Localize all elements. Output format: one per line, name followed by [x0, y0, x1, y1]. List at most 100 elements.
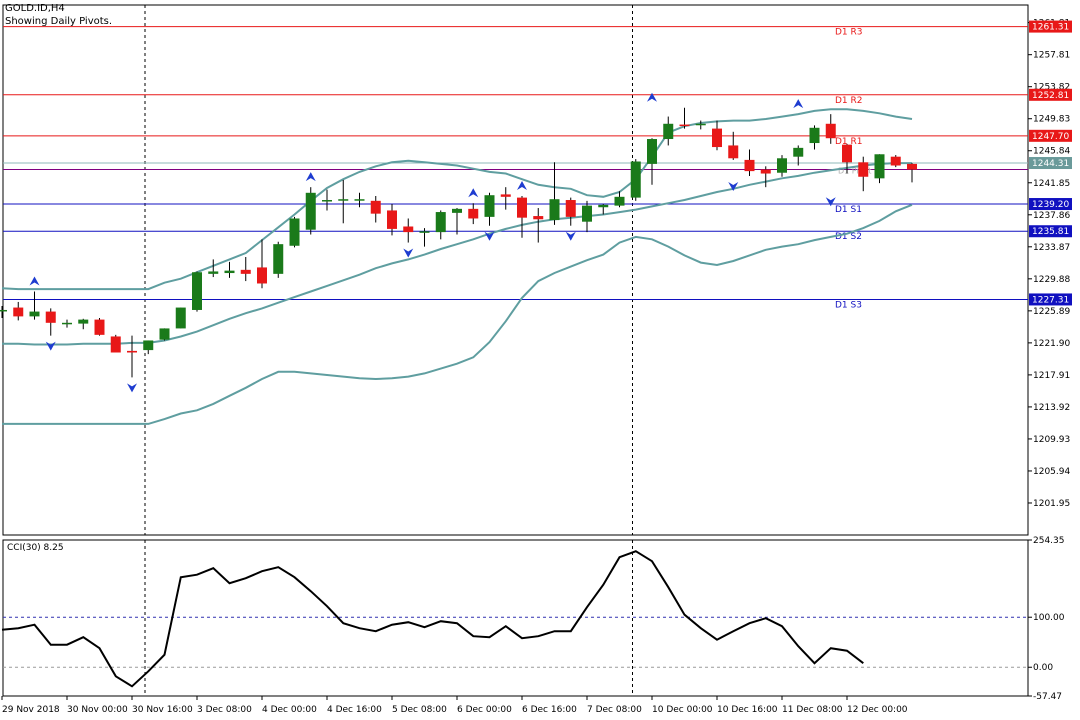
y-tick-label: 1213.92: [1033, 403, 1070, 413]
x-tick-label: 7 Dec 08:00: [587, 705, 642, 715]
price-tag: [1029, 88, 1072, 101]
candle-body: [192, 272, 202, 310]
x-tick-label: 11 Dec 08:00: [782, 705, 843, 715]
candle-body: [663, 123, 674, 140]
candle-body: [695, 123, 706, 126]
x-tick-label: 6 Dec 00:00: [457, 705, 512, 715]
candle-body: [728, 145, 739, 159]
fractal-up-arrow: [647, 92, 657, 102]
candle-body: [825, 123, 836, 139]
candle-body: [338, 199, 349, 201]
candle-body: [435, 212, 446, 233]
candle-body: [484, 195, 495, 217]
y-tick-label: 1201.95: [1033, 499, 1070, 509]
price-tag: [1029, 293, 1072, 306]
candle-body: [907, 163, 917, 170]
price-tag-label: 1239.20: [1032, 200, 1069, 210]
fractal-up-arrow: [793, 99, 804, 109]
cci-panel-frame: [2, 539, 1029, 697]
pivot-label: D1 Pivot: [838, 167, 871, 176]
candle-body: [240, 269, 251, 274]
cci-y-tick-label: -57.47: [1033, 692, 1062, 702]
candle-body: [127, 350, 137, 353]
fractal-down-arrow: [127, 383, 137, 393]
candle-body: [452, 208, 462, 213]
candle-body: [777, 158, 787, 173]
y-tick-label: 1229.88: [1033, 275, 1070, 285]
candle-body: [582, 205, 592, 222]
candle-body: [45, 311, 56, 323]
fractal-down-arrow: [825, 197, 836, 207]
candle-body: [533, 216, 544, 220]
candle-body: [273, 244, 284, 274]
y-tick-label: 1225.89: [1033, 307, 1070, 317]
x-tick-label: 29 Nov 2018: [2, 705, 60, 715]
candle-body: [110, 336, 121, 353]
candle-body: [257, 267, 267, 284]
pivot-label: D1 R3: [835, 28, 863, 38]
x-tick-label: 3 Dec 08:00: [197, 705, 252, 715]
y-tick-label: 1217.91: [1033, 371, 1070, 381]
candle-body: [143, 340, 154, 351]
fractal-down-arrow: [45, 341, 56, 351]
candle-body: [468, 208, 479, 219]
y-tick-label: 1245.84: [1033, 147, 1070, 157]
candle-body: [29, 311, 40, 317]
y-tick-label: 1205.94: [1033, 467, 1070, 477]
cci-y-tick-label: 0.00: [1033, 663, 1053, 673]
y-tick-label: 1233.87: [1033, 243, 1070, 253]
candle-body: [890, 156, 901, 166]
candle-body: [809, 127, 820, 144]
y-tick-label: 1241.85: [1033, 179, 1070, 189]
x-tick-label: 10 Dec 16:00: [717, 705, 778, 715]
bollinger-upper-line: [1, 108, 913, 291]
candle-body: [305, 192, 316, 230]
candle-body: [175, 307, 186, 329]
candle-body: [419, 231, 430, 233]
pivot-label: D1 R1: [835, 137, 863, 147]
pivot-label: D1 S2: [835, 232, 862, 242]
candle-body: [159, 328, 170, 340]
pivot-label: D1 S1: [835, 205, 862, 215]
candle-body: [322, 200, 332, 202]
price-tag-label: 1261.31: [1032, 23, 1069, 33]
cci-title: CCI(30) 8.25: [7, 543, 64, 553]
fractal-down-arrow: [484, 231, 495, 241]
price-tag: [1029, 198, 1072, 211]
price-tag: [1029, 225, 1072, 238]
candle-body: [598, 204, 609, 208]
y-tick-label: 1237.86: [1033, 211, 1070, 221]
candle-body: [13, 307, 24, 317]
price-tag-label: 1227.31: [1032, 295, 1069, 305]
bollinger-middle-line: [2, 162, 912, 346]
candle-body: [565, 200, 576, 217]
fractal-down-arrow: [728, 181, 739, 191]
candle-body: [78, 319, 89, 324]
x-tick-label: 5 Dec 08:00: [392, 705, 447, 715]
fractal-down-arrow: [403, 248, 414, 258]
current-price-tag: [1029, 157, 1072, 170]
candle-body: [858, 162, 869, 177]
x-tick-label: 4 Dec 00:00: [262, 705, 317, 715]
price-tag-label: 1235.81: [1032, 227, 1069, 237]
cci-line: [1, 550, 864, 688]
fractal-up-arrow: [468, 188, 479, 198]
candle-body: [289, 218, 300, 246]
candle-body: [874, 154, 885, 179]
candle-body: [500, 194, 511, 197]
price-tag: [1029, 129, 1072, 142]
candle-body: [647, 139, 657, 164]
fractal-down-arrow: [565, 231, 576, 241]
candle-body: [614, 196, 625, 206]
candle-body: [630, 161, 641, 198]
candle-body: [679, 124, 690, 127]
price-tag: [1029, 20, 1072, 33]
cci-y-tick-label: 254.35: [1033, 536, 1065, 546]
x-tick-label: 6 Dec 16:00: [522, 705, 577, 715]
candle-body: [549, 199, 560, 221]
candle-body: [744, 159, 755, 172]
candle-body: [208, 271, 219, 274]
fractal-up-arrow: [29, 276, 40, 286]
fractal-up-arrow: [305, 172, 316, 182]
